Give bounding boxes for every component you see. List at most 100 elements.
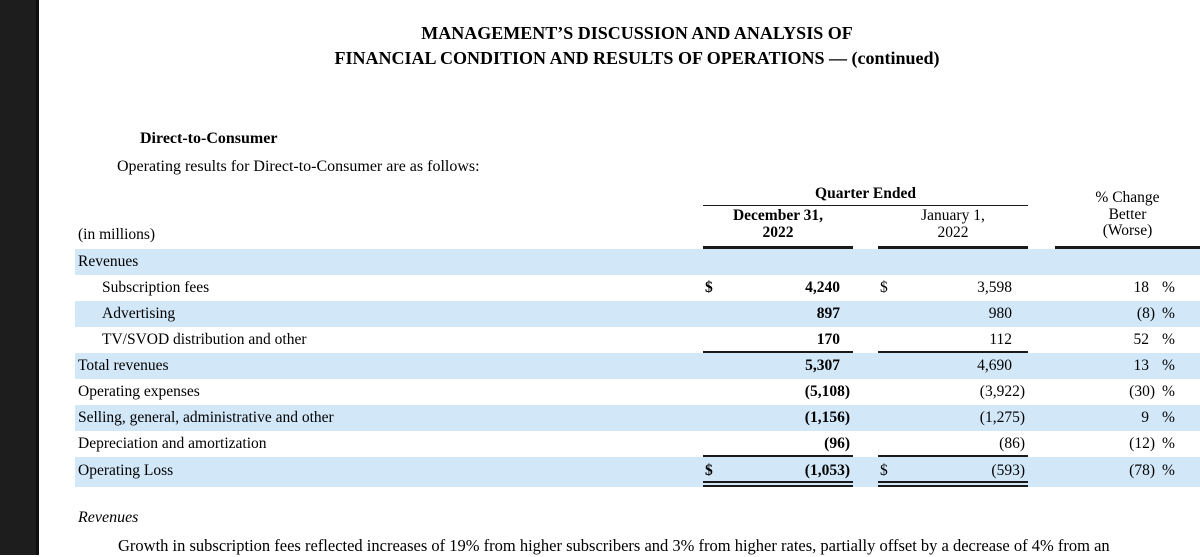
column-group-header: Quarter Ended <box>703 184 1028 206</box>
table-row: Operating expenses (5,108) (3,922) (30) … <box>75 379 1200 405</box>
currency-symbol-prior <box>878 431 892 455</box>
currency-symbol-current <box>703 405 717 431</box>
currency-symbol-prior <box>878 249 892 275</box>
value-current: (1,156) <box>804 409 850 426</box>
value-prior: (1,275) <box>979 409 1025 426</box>
section-heading: Direct-to-Consumer <box>140 130 278 147</box>
column-gap <box>853 379 878 405</box>
column-gap <box>695 457 703 487</box>
cell-current-quarter: (1,156) <box>703 405 853 431</box>
value-current: 170 <box>816 331 840 348</box>
cell-prior-quarter: (86) <box>878 431 1028 457</box>
pct-value: (8) <box>1136 305 1155 322</box>
cell-pct-change: (78) % <box>1055 457 1200 487</box>
column-gap <box>1028 457 1055 487</box>
pct-value: (78) <box>1129 462 1155 479</box>
column-gap <box>695 431 703 457</box>
cell-prior-quarter: 980 <box>878 301 1028 327</box>
column-gap <box>1028 431 1055 457</box>
percent-sign: % <box>1162 462 1175 479</box>
pct-value: 52 <box>1133 331 1150 348</box>
value-prior: 980 <box>988 305 1012 322</box>
column-header-prior-quarter: January 1, 2022 <box>878 207 1028 249</box>
pct-value: 9 <box>1141 409 1149 426</box>
row-label: Revenues <box>78 253 139 270</box>
currency-symbol-prior <box>878 301 892 327</box>
cell-pct-change: (30) % <box>1055 379 1200 405</box>
cell-current-quarter: $ (1,053) <box>703 457 853 487</box>
value-current: 5,307 <box>805 357 840 374</box>
percent-sign: % <box>1162 305 1175 322</box>
cell-current-quarter: (96) <box>703 431 853 457</box>
percent-sign: % <box>1162 279 1175 296</box>
column-gap <box>1028 275 1055 301</box>
column-gap <box>1028 405 1055 431</box>
pct-value: 18 <box>1133 279 1150 296</box>
currency-symbol-current <box>703 327 717 351</box>
value-prior: (593) <box>991 462 1025 479</box>
column-header-prior-line2: 2022 <box>937 224 969 241</box>
column-gap <box>695 353 703 379</box>
column-gap <box>853 353 878 379</box>
footer-paragraph: Growth in subscription fees reflected in… <box>118 536 1110 555</box>
currency-symbol-prior <box>878 379 892 405</box>
table-row: Selling, general, administrative and oth… <box>75 405 1200 431</box>
column-header-current-line1: December 31, <box>732 207 824 224</box>
column-gap <box>695 327 703 353</box>
column-header-pct-line3: (Worse) <box>1102 222 1153 239</box>
column-gap <box>853 405 878 431</box>
pct-value: (12) <box>1129 435 1155 452</box>
units-label: (in millions) <box>78 226 156 243</box>
value-prior: 4,690 <box>977 357 1012 374</box>
cell-current-quarter: 897 <box>703 301 853 327</box>
table-header: (in millions) Quarter Ended December 31,… <box>75 184 1200 249</box>
pct-value: (30) <box>1129 383 1155 400</box>
value-prior: 3,598 <box>977 279 1012 296</box>
percent-sign: % <box>1162 357 1175 374</box>
percent-sign: % <box>1162 383 1175 400</box>
currency-symbol-prior: $ <box>880 279 888 296</box>
table-row: Operating Loss $ (1,053) $ (593) (78) % <box>75 457 1200 487</box>
currency-symbol-prior <box>878 405 892 431</box>
value-current: (1,053) <box>804 462 850 479</box>
cell-pct-change: (8) % <box>1055 301 1200 327</box>
cell-prior-quarter <box>878 249 1028 275</box>
cell-current-quarter <box>703 249 853 275</box>
cell-prior-quarter: 4,690 <box>878 353 1028 379</box>
table-body: Revenues Subscription fees $ 4,240 $ 3,5… <box>75 249 1200 487</box>
cell-current-quarter: $ 4,240 <box>703 275 853 301</box>
cell-prior-quarter: (3,922) <box>878 379 1028 405</box>
column-gap <box>695 379 703 405</box>
column-header-pct-line2: Better <box>1108 205 1147 223</box>
value-current: (5,108) <box>804 383 850 400</box>
document-title-line2: FINANCIAL CONDITION AND RESULTS OF OPERA… <box>334 47 940 68</box>
row-label: Depreciation and amortization <box>78 435 267 452</box>
column-gap <box>695 275 703 301</box>
column-header-current-line2: 2022 <box>762 224 794 241</box>
column-gap <box>853 457 878 487</box>
currency-symbol-prior <box>878 353 892 379</box>
cell-current-quarter: 170 <box>703 327 853 353</box>
column-gap <box>1028 353 1055 379</box>
column-header-pct-change: % Change Better (Worse) <box>1055 189 1200 249</box>
cell-pct-change: 13 % <box>1055 353 1200 379</box>
viewer-left-strip <box>0 0 39 555</box>
column-gap <box>1028 301 1055 327</box>
cell-prior-quarter: $ (593) <box>878 457 1028 487</box>
value-current: 897 <box>816 305 840 322</box>
value-current: (96) <box>824 435 850 452</box>
value-prior <box>892 249 1028 275</box>
value-prior: (3,922) <box>979 383 1025 400</box>
currency-symbol-current <box>703 431 717 455</box>
pct-value <box>1055 249 1155 275</box>
table-row: Total revenues 5,307 4,690 13 % <box>75 353 1200 379</box>
table-row: Revenues <box>75 249 1200 275</box>
column-header-current-quarter: December 31, 2022 <box>703 207 853 249</box>
cell-pct-change: (12) % <box>1055 431 1200 457</box>
cell-pct-change: 18 % <box>1055 275 1200 301</box>
value-prior: 112 <box>989 331 1012 348</box>
column-gap <box>853 327 878 353</box>
value-prior: (86) <box>999 435 1025 452</box>
row-label: Operating Loss <box>78 462 174 479</box>
table-row: Subscription fees $ 4,240 $ 3,598 18 % <box>75 275 1200 301</box>
